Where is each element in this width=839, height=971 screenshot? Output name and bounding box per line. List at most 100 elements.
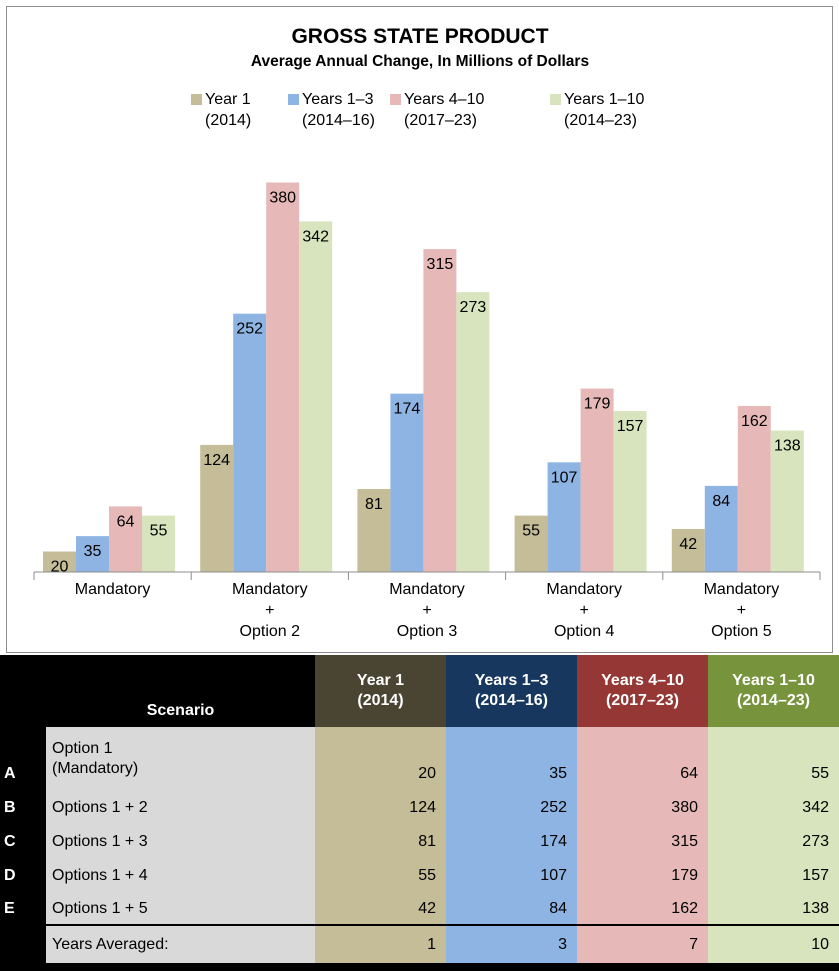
bar xyxy=(109,506,142,572)
bar xyxy=(613,411,647,572)
bar-value-label: 84 xyxy=(712,493,730,510)
legend-swatch xyxy=(550,94,561,105)
bar-value-label: 342 xyxy=(302,228,329,245)
category-label: Option 5 xyxy=(711,623,772,640)
x-axis-ticks xyxy=(33,572,821,580)
bar-value-label: 315 xyxy=(427,256,454,273)
bar-value-label: 252 xyxy=(236,321,263,338)
header-scenario: Scenario xyxy=(146,702,215,719)
table-row: C Options 1 + 3 81 174 315 273 xyxy=(0,825,839,859)
cell-year-1: 42 xyxy=(315,893,446,925)
category-label: Mandatory xyxy=(704,581,780,598)
row-label: Options 1 + 2 xyxy=(46,791,315,825)
cell-years-1-3: 84 xyxy=(446,893,577,925)
header-years-4-10-label: Years 4–10 xyxy=(601,672,684,689)
cell-years-1-10: 55 xyxy=(708,727,839,791)
table-row: A Option 1 (Mandatory) 20 35 64 55 xyxy=(0,727,839,791)
bar-value-label: 35 xyxy=(84,543,102,560)
category-label: + xyxy=(737,602,746,619)
legend-label: Years 1–10 xyxy=(564,91,644,108)
bar-value-label: 55 xyxy=(522,523,540,540)
category-label: Mandatory xyxy=(389,581,465,598)
bar xyxy=(580,388,614,572)
bar-value-label: 107 xyxy=(551,469,578,486)
cell-year-1: 124 xyxy=(315,791,446,825)
header-years-1-3-period: (2014–16) xyxy=(475,692,548,709)
cell-years-1-3: 35 xyxy=(446,727,577,791)
header-year-1-label: Year 1 xyxy=(356,672,405,689)
table-header-row: Scenario Year 1 (2014) Years 1–3 (2014–16)… xyxy=(0,655,839,727)
bar xyxy=(233,313,267,572)
cell-years-1-10: 273 xyxy=(708,825,839,859)
bar-value-label: 124 xyxy=(203,452,230,469)
bar-value-label: 138 xyxy=(774,438,801,455)
bar xyxy=(770,430,804,572)
bar xyxy=(76,536,109,572)
averaged-years-1-3: 3 xyxy=(446,924,577,963)
row-label: Options 1 + 5 xyxy=(46,893,315,925)
category-label: + xyxy=(265,602,274,619)
chart-subtitle: Average Annual Change, In Millions of Do… xyxy=(251,53,589,70)
row-label: Option 1 (Mandatory) xyxy=(46,727,315,791)
row-label-line1: Option 1 xyxy=(52,740,113,757)
data-table-panel: Scenario Year 1 (2014) Years 1–3 (2014–16)… xyxy=(0,655,839,971)
row-letter: D xyxy=(0,859,46,893)
bar-value-label: 42 xyxy=(679,536,697,553)
chart-title: GROSS STATE PRODUCT xyxy=(291,25,548,48)
chart-value-labels: 20 35 64 55 124 252 380 342 81 174 315 273 55 107 179 1… xyxy=(51,190,801,576)
cell-years-1-3: 252 xyxy=(446,791,577,825)
legend-period: (2014) xyxy=(205,112,251,129)
data-table: Scenario Year 1 (2014) Years 1–3 (2014–16)… xyxy=(0,655,839,963)
legend-label: Years 1–3 xyxy=(302,91,374,108)
row-letter: B xyxy=(0,791,46,825)
bar xyxy=(200,444,234,572)
header-years-1-10-period: (2014–23) xyxy=(737,692,810,709)
legend-swatch xyxy=(288,94,299,105)
bar xyxy=(547,462,581,572)
category-label: Option 2 xyxy=(240,623,301,640)
bar xyxy=(390,393,424,572)
row-letter: E xyxy=(0,893,46,925)
category-label: + xyxy=(422,602,431,619)
row-label: Options 1 + 3 xyxy=(46,825,315,859)
category-label: Mandatory xyxy=(75,581,151,598)
cell-year-1: 55 xyxy=(315,859,446,893)
bar xyxy=(299,221,333,572)
bar-value-label: 157 xyxy=(617,418,644,435)
row-letter: A xyxy=(0,727,46,791)
cell-years-1-10: 138 xyxy=(708,893,839,925)
bar-value-label: 179 xyxy=(584,396,611,413)
category-label: Mandatory xyxy=(232,581,308,598)
bar-value-label: 380 xyxy=(269,190,296,207)
header-year-1-period: (2014) xyxy=(357,692,404,709)
bar-value-label: 174 xyxy=(394,401,421,418)
category-label: Option 3 xyxy=(397,623,458,640)
bar-value-label: 20 xyxy=(51,559,69,576)
header-years-4-10-period: (2017–23) xyxy=(606,692,679,709)
averaged-years-4-10: 7 xyxy=(577,924,708,963)
chart-legend: Year 1 (2014) Years 1–3 (2014–16) Years 4–10… xyxy=(191,91,644,129)
legend-swatch xyxy=(390,94,401,105)
category-label: Mandatory xyxy=(546,581,622,598)
row-letter: C xyxy=(0,825,46,859)
bar xyxy=(423,249,457,572)
bar xyxy=(704,485,738,572)
table-row: D Options 1 + 4 55 107 179 157 xyxy=(0,859,839,893)
chart-frame: GROSS STATE PRODUCT Average Annual Chang… xyxy=(6,6,833,653)
bar xyxy=(671,528,705,572)
bar-value-label: 273 xyxy=(460,299,487,316)
chart-bars xyxy=(43,182,804,572)
legend-label: Year 1 xyxy=(205,91,251,108)
averaged-year-1: 1 xyxy=(315,924,446,963)
cell-years-1-10: 342 xyxy=(708,791,839,825)
years-averaged-label: Years Averaged: xyxy=(46,924,315,963)
bar-value-label: 81 xyxy=(365,496,383,513)
averaged-years-1-10: 10 xyxy=(708,924,839,963)
bar-value-label: 64 xyxy=(117,513,135,530)
cell-year-1: 81 xyxy=(315,825,446,859)
bar xyxy=(357,488,391,572)
header-year-1: Year 1 (2014) xyxy=(315,655,446,727)
category-label: + xyxy=(580,602,589,619)
header-years-1-3-label: Years 1–3 xyxy=(474,672,549,689)
bar-chart: GROSS STATE PRODUCT Average Annual Chang… xyxy=(33,25,821,640)
